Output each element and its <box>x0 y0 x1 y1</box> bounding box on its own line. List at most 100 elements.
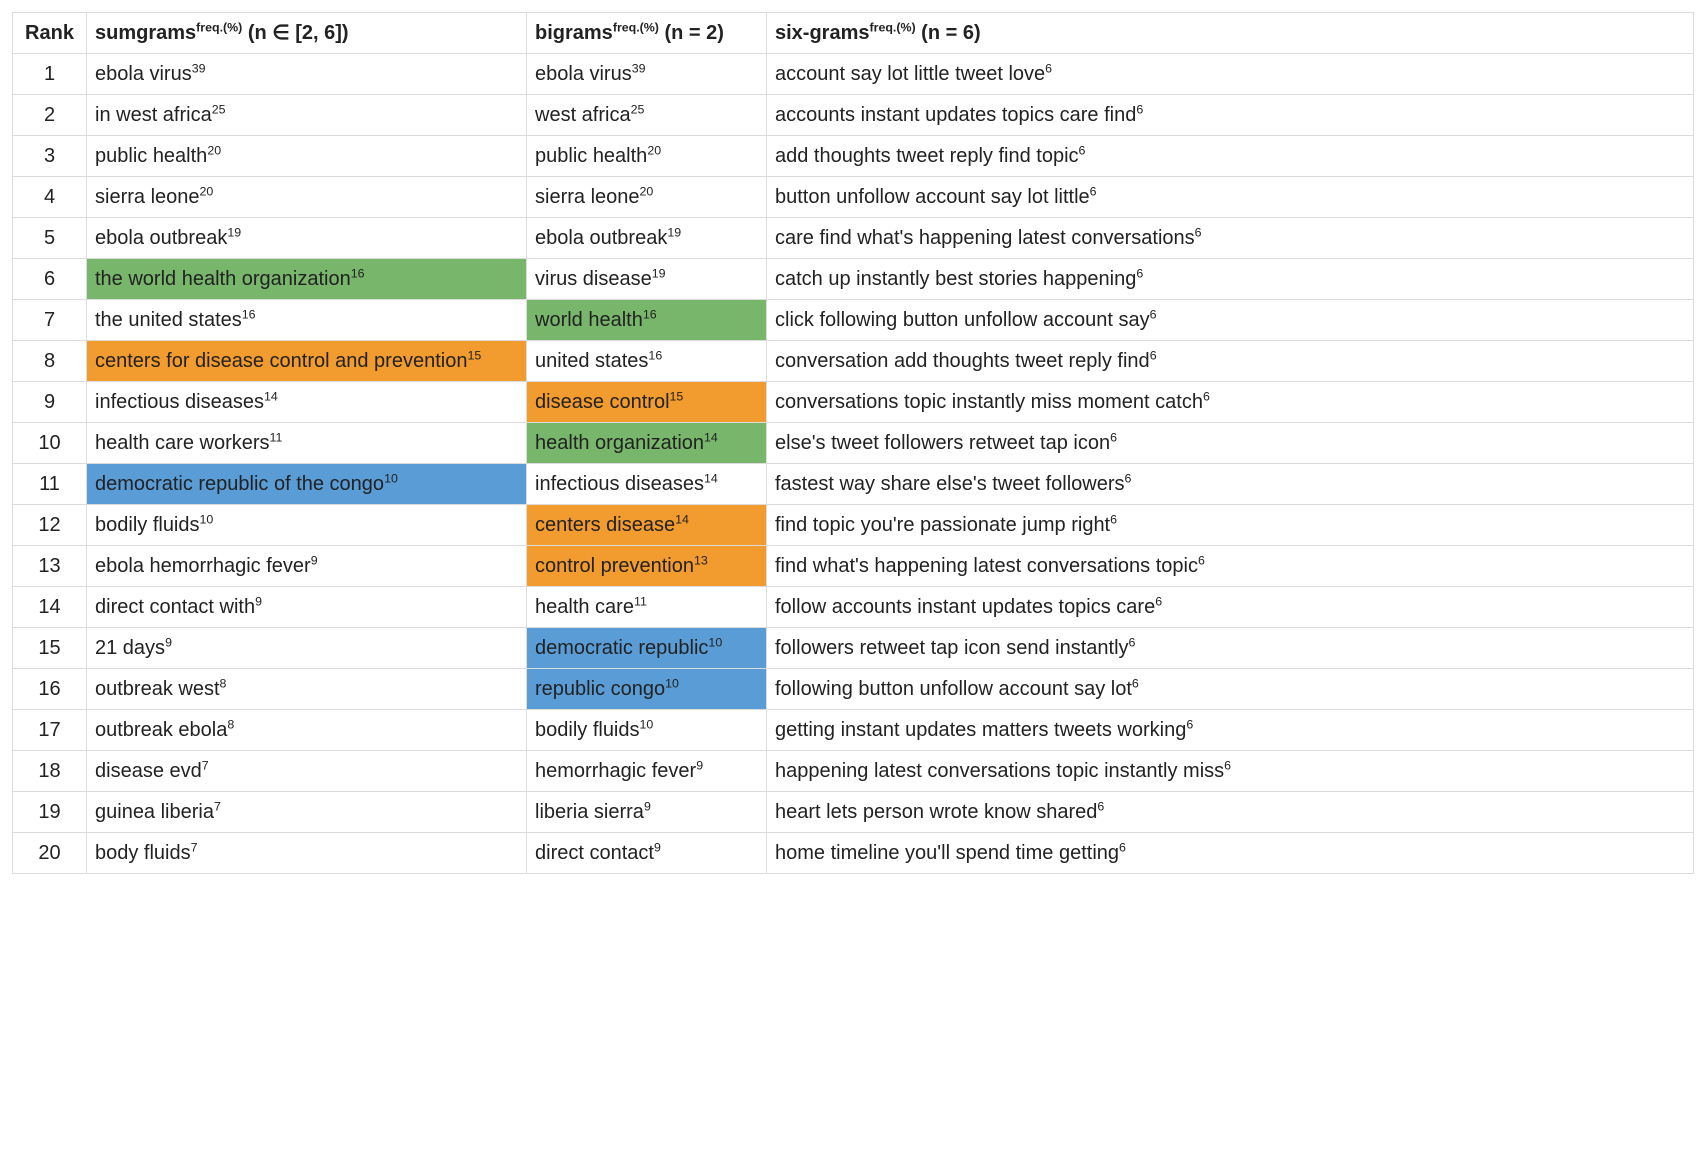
sixgrams-freq: 6 <box>1150 348 1157 362</box>
sixgrams-cell: add thoughts tweet reply find topic6 <box>767 136 1694 177</box>
sixgrams-freq: 6 <box>1090 184 1097 198</box>
sumgrams-cell: ebola virus39 <box>87 54 527 95</box>
rank-cell: 17 <box>13 710 87 751</box>
bigrams-freq: 10 <box>665 676 679 690</box>
sixgrams-cell: following button unfollow account say lo… <box>767 669 1694 710</box>
rank-cell: 18 <box>13 751 87 792</box>
bigrams-cell: bodily fluids10 <box>527 710 767 751</box>
rank-cell: 20 <box>13 833 87 874</box>
bigrams-cell: ebola virus39 <box>527 54 767 95</box>
sumgrams-freq: 9 <box>311 553 318 567</box>
sumgrams-cell: infectious diseases14 <box>87 382 527 423</box>
bigrams-cell: centers disease14 <box>527 505 767 546</box>
sumgrams-freq: 16 <box>351 266 365 280</box>
sixgrams-text: heart lets person wrote know shared <box>775 801 1097 823</box>
sumgrams-text: the united states <box>95 309 242 331</box>
bigrams-text: democratic republic <box>535 637 708 659</box>
rank-cell: 15 <box>13 628 87 669</box>
sixgrams-text: following button unfollow account say lo… <box>775 678 1132 700</box>
sixgrams-freq: 6 <box>1045 61 1052 75</box>
bigrams-freq: 9 <box>644 799 651 813</box>
rank-cell: 1 <box>13 54 87 95</box>
header-sumgrams-pre: sumgrams <box>95 22 196 44</box>
sumgrams-cell: in west africa25 <box>87 95 527 136</box>
bigrams-cell: west africa25 <box>527 95 767 136</box>
rank-cell: 19 <box>13 792 87 833</box>
sumgrams-freq: 7 <box>202 758 209 772</box>
rank-cell: 12 <box>13 505 87 546</box>
sixgrams-text: conversation add thoughts tweet reply fi… <box>775 350 1150 372</box>
table-row: 6the world health organization16virus di… <box>13 259 1694 300</box>
sumgrams-text: 21 days <box>95 637 165 659</box>
table-row: 11democratic republic of the congo10infe… <box>13 464 1694 505</box>
bigrams-text: ebola outbreak <box>535 227 667 249</box>
bigrams-freq: 16 <box>643 307 657 321</box>
sumgrams-cell: direct contact with9 <box>87 587 527 628</box>
sixgrams-cell: find what's happening latest conversatio… <box>767 546 1694 587</box>
sixgrams-freq: 6 <box>1125 471 1132 485</box>
bigrams-cell: health care11 <box>527 587 767 628</box>
sumgrams-cell: centers for disease control and preventi… <box>87 341 527 382</box>
sixgrams-text: home timeline you'll spend time getting <box>775 842 1119 864</box>
sixgrams-freq: 6 <box>1132 676 1139 690</box>
sixgrams-cell: click following button unfollow account … <box>767 300 1694 341</box>
bigrams-text: centers disease <box>535 514 675 536</box>
sumgrams-cell: outbreak ebola8 <box>87 710 527 751</box>
sumgrams-freq: 10 <box>200 512 214 526</box>
sixgrams-freq: 6 <box>1110 430 1117 444</box>
sumgrams-cell: bodily fluids10 <box>87 505 527 546</box>
bigrams-freq: 14 <box>704 471 718 485</box>
bigrams-text: republic congo <box>535 678 665 700</box>
sixgrams-cell: follow accounts instant updates topics c… <box>767 587 1694 628</box>
sumgrams-text: public health <box>95 145 207 167</box>
sumgrams-cell: guinea liberia7 <box>87 792 527 833</box>
sixgrams-freq: 6 <box>1186 717 1193 731</box>
sixgrams-text: accounts instant updates topics care fin… <box>775 104 1136 126</box>
rank-cell: 16 <box>13 669 87 710</box>
header-sixgrams: six-gramsfreq.(%) (n = 6) <box>767 13 1694 54</box>
sumgrams-freq: 19 <box>227 225 241 239</box>
table-row: 4sierra leone20sierra leone20button unfo… <box>13 177 1694 218</box>
bigrams-cell: hemorrhagic fever9 <box>527 751 767 792</box>
sixgrams-text: else's tweet followers retweet tap icon <box>775 432 1110 454</box>
sumgrams-cell: public health20 <box>87 136 527 177</box>
bigrams-text: infectious diseases <box>535 473 704 495</box>
sixgrams-freq: 6 <box>1150 307 1157 321</box>
header-bigrams: bigramsfreq.(%) (n = 2) <box>527 13 767 54</box>
header-bigrams-sup: freq.(%) <box>613 20 659 34</box>
rank-cell: 9 <box>13 382 87 423</box>
bigrams-text: direct contact <box>535 842 654 864</box>
bigrams-text: united states <box>535 350 648 372</box>
sixgrams-freq: 6 <box>1136 266 1143 280</box>
sixgrams-text: conversations topic instantly miss momen… <box>775 391 1203 413</box>
bigrams-cell: sierra leone20 <box>527 177 767 218</box>
table-row: 10health care workers11health organizati… <box>13 423 1694 464</box>
header-sumgrams: sumgramsfreq.(%) (n ∈ [2, 6]) <box>87 13 527 54</box>
rank-cell: 11 <box>13 464 87 505</box>
bigrams-freq: 16 <box>648 348 662 362</box>
sumgrams-text: guinea liberia <box>95 801 214 823</box>
bigrams-freq: 10 <box>708 635 722 649</box>
bigrams-freq: 15 <box>670 389 684 403</box>
bigrams-cell: world health16 <box>527 300 767 341</box>
rank-cell: 6 <box>13 259 87 300</box>
sixgrams-freq: 6 <box>1203 389 1210 403</box>
sumgrams-text: body fluids <box>95 842 191 864</box>
sixgrams-cell: find topic you're passionate jump right6 <box>767 505 1694 546</box>
rank-cell: 3 <box>13 136 87 177</box>
bigrams-text: world health <box>535 309 643 331</box>
sumgrams-freq: 7 <box>214 799 221 813</box>
ngram-comparison-table: Rank sumgramsfreq.(%) (n ∈ [2, 6]) bigra… <box>12 12 1694 874</box>
bigrams-freq: 20 <box>647 143 661 157</box>
bigrams-text: public health <box>535 145 647 167</box>
bigrams-cell: public health20 <box>527 136 767 177</box>
rank-cell: 8 <box>13 341 87 382</box>
header-sixgrams-pre: six-grams <box>775 22 870 44</box>
sumgrams-cell: the world health organization16 <box>87 259 527 300</box>
sixgrams-freq: 6 <box>1110 512 1117 526</box>
sumgrams-cell: 21 days9 <box>87 628 527 669</box>
bigrams-text: disease control <box>535 391 670 413</box>
sumgrams-cell: the united states16 <box>87 300 527 341</box>
bigrams-freq: 19 <box>652 266 666 280</box>
header-rank-label: Rank <box>25 22 74 44</box>
